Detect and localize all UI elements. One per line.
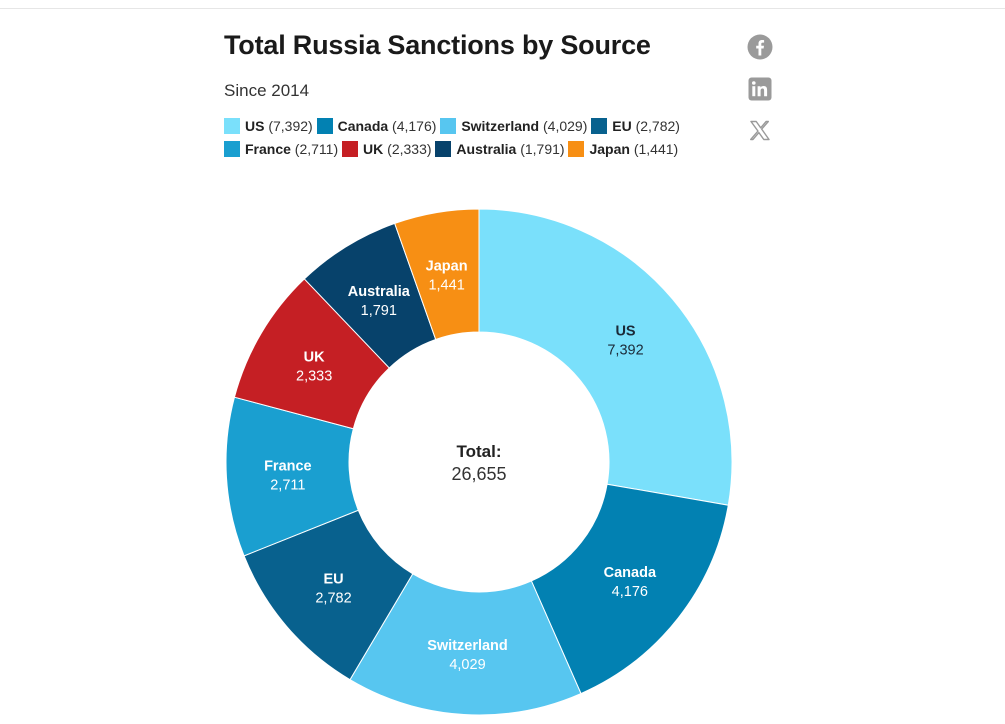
slice-value-switzerland: 4,029 xyxy=(449,657,485,673)
legend-swatch xyxy=(224,140,240,157)
legend-value: (4,029) xyxy=(539,118,588,134)
legend-label: Canada xyxy=(337,118,389,134)
facebook-icon xyxy=(747,34,773,60)
legend-label: Japan xyxy=(589,140,630,157)
top-divider xyxy=(0,8,1005,9)
center-total-value: 26,655 xyxy=(451,464,506,484)
slice-label-eu: EU xyxy=(323,572,343,588)
slice-value-japan: 1,441 xyxy=(428,277,464,293)
legend-value: (1,791) xyxy=(516,140,565,157)
legend-item-canada[interactable]: Canada (4,176) xyxy=(316,118,437,134)
legend-swatch xyxy=(568,140,585,157)
legend-value: (2,782) xyxy=(631,118,680,134)
legend-swatch xyxy=(440,118,457,134)
slice-label-switzerland: Switzerland xyxy=(427,638,508,654)
legend-value: (2,711) xyxy=(290,140,339,157)
slice-value-eu: 2,782 xyxy=(315,591,351,607)
slice-label-japan: Japan xyxy=(426,258,468,274)
legend-item-eu[interactable]: EU (2,782) xyxy=(591,118,680,134)
slice-canada[interactable] xyxy=(530,483,729,695)
legend-value: (4,176) xyxy=(388,118,437,134)
slice-value-canada: 4,176 xyxy=(612,584,648,600)
legend-value: (2,333) xyxy=(383,140,432,157)
legend-value: (1,441) xyxy=(629,140,679,157)
legend-swatch xyxy=(435,140,452,157)
legend-item-switzerland[interactable]: Switzerland (4,029) xyxy=(440,118,587,134)
legend-item-us[interactable]: US (7,392) xyxy=(224,118,313,134)
slice-label-australia: Australia xyxy=(348,284,411,300)
legend-label: EU xyxy=(612,118,632,134)
legend-label: Switzerland xyxy=(461,118,540,134)
facebook-share-button[interactable] xyxy=(746,33,774,61)
linkedin-share-button[interactable] xyxy=(746,75,774,103)
x-icon xyxy=(750,120,770,141)
chart-legend: US (7,392) Canada (4,176) Switzerland (4… xyxy=(224,115,694,160)
slice-value-france: 2,711 xyxy=(270,478,305,494)
legend-swatch xyxy=(224,118,240,134)
legend-label: US xyxy=(245,118,265,134)
slice-label-uk: UK xyxy=(304,350,325,366)
center-total-label: Total: xyxy=(456,442,501,461)
legend-label: UK xyxy=(363,140,384,157)
slice-label-france: France xyxy=(264,459,312,475)
chart-subtitle: Since 2014 xyxy=(224,81,310,100)
legend-item-uk[interactable]: UK (2,333) xyxy=(342,140,432,157)
slice-japan[interactable] xyxy=(394,208,480,341)
legend-swatch xyxy=(342,140,359,157)
slice-value-uk: 2,333 xyxy=(296,369,332,385)
slice-value-australia: 1,791 xyxy=(361,303,397,319)
slice-label-canada: Canada xyxy=(604,565,657,581)
legend-item-france[interactable]: France (2,711) xyxy=(224,140,339,157)
legend-value: (7,392) xyxy=(264,118,313,134)
legend-label: France xyxy=(245,140,291,157)
slice-value-us: 7,392 xyxy=(607,343,643,359)
legend-swatch xyxy=(591,118,608,134)
x-share-button[interactable] xyxy=(746,117,774,145)
legend-item-japan[interactable]: Japan (1,441) xyxy=(568,140,679,157)
legend-label: Australia xyxy=(456,140,517,157)
legend-swatch xyxy=(316,118,333,134)
slice-label-us: US xyxy=(615,324,635,340)
slice-switzerland[interactable] xyxy=(349,573,582,716)
linkedin-icon xyxy=(748,77,772,101)
slice-us[interactable] xyxy=(478,208,733,506)
legend-item-australia[interactable]: Australia (1,791) xyxy=(435,140,565,157)
chart-title: Total Russia Sanctions by Source xyxy=(224,30,651,60)
